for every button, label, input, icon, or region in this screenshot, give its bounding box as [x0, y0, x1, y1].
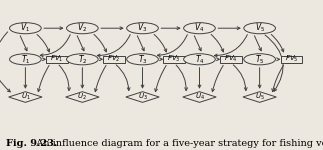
Circle shape [67, 54, 98, 65]
FancyBboxPatch shape [103, 56, 125, 63]
Text: $FV_4$: $FV_4$ [224, 54, 238, 64]
Circle shape [244, 54, 276, 65]
Text: $FV_5$: $FV_5$ [285, 54, 298, 64]
Text: $U_4$: $U_4$ [194, 92, 204, 102]
Polygon shape [183, 92, 216, 102]
Circle shape [127, 54, 158, 65]
Text: $U_3$: $U_3$ [138, 92, 147, 102]
Text: $V_5$: $V_5$ [255, 22, 265, 34]
Polygon shape [9, 92, 42, 102]
Text: $T_4$: $T_4$ [195, 53, 204, 66]
Text: $FV_3$: $FV_3$ [167, 54, 181, 64]
Text: $V_4$: $V_4$ [194, 22, 205, 34]
Text: $T_3$: $T_3$ [138, 53, 147, 66]
Circle shape [127, 23, 158, 34]
Text: $U_1$: $U_1$ [21, 92, 30, 102]
FancyBboxPatch shape [280, 56, 302, 63]
Polygon shape [243, 92, 276, 102]
Text: $T_2$: $T_2$ [78, 53, 87, 66]
Circle shape [10, 54, 41, 65]
Circle shape [10, 23, 41, 34]
FancyBboxPatch shape [46, 56, 68, 63]
Polygon shape [126, 92, 159, 102]
Text: $T_5$: $T_5$ [255, 53, 265, 66]
Circle shape [184, 54, 215, 65]
Circle shape [184, 23, 215, 34]
Text: $V_2$: $V_2$ [77, 22, 88, 34]
Circle shape [67, 23, 98, 34]
Text: $FV_2$: $FV_2$ [107, 54, 121, 64]
Text: $U_5$: $U_5$ [255, 92, 265, 102]
Text: $V_1$: $V_1$ [20, 22, 30, 34]
Text: $T_1$: $T_1$ [21, 53, 30, 66]
Text: $V_3$: $V_3$ [137, 22, 148, 34]
Text: Fig. 9.23.: Fig. 9.23. [6, 140, 58, 148]
FancyBboxPatch shape [163, 56, 185, 63]
Polygon shape [66, 92, 99, 102]
Text: An influence diagram for a five-year strategy for fishing volumes of
herring in : An influence diagram for a five-year str… [30, 140, 323, 150]
Text: $U_2$: $U_2$ [78, 92, 87, 102]
FancyBboxPatch shape [220, 56, 242, 63]
Circle shape [244, 23, 276, 34]
Text: $FV_1$: $FV_1$ [50, 54, 64, 64]
